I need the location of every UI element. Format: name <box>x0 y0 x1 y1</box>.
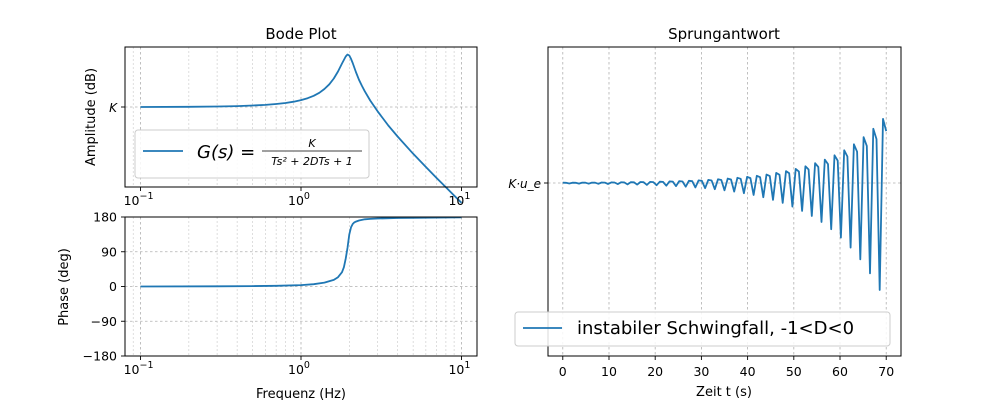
step-title: Sprungantwort <box>668 25 780 43</box>
step-grid <box>548 47 901 356</box>
amplitude-ylabel: Amplitude (dB) <box>84 68 99 166</box>
y-tick-label: −180 <box>83 349 117 364</box>
amplitude-legend: G(s) = K Ts² + 2DTs + 1 <box>134 129 370 179</box>
amplitude-title: Bode Plot <box>265 25 336 43</box>
step-legend: instabiler Schwingfall, -1<D<0 <box>514 311 891 347</box>
x-tick-label: 10 <box>601 364 617 379</box>
amplitude-legend-box <box>134 129 370 179</box>
amplitude-legend-numerator: K <box>308 137 316 150</box>
phase-xlabel: Frequenz (Hz) <box>256 387 346 400</box>
phase-ylabel: Phase (deg) <box>57 248 72 326</box>
x-tick-label: 50 <box>786 364 802 379</box>
step-x-ticks: 0 10 20 30 40 50 60 70 <box>559 356 894 379</box>
step-legend-box <box>514 311 891 347</box>
amplitude-line <box>140 53 463 204</box>
y-tick-label: −90 <box>91 314 117 329</box>
step-xlabel: Zeit t (s) <box>696 385 752 400</box>
x-tick-label: 0 <box>559 364 567 379</box>
step-line <box>562 118 888 291</box>
amplitude-legend-denominator: Ts² + 2DTs + 1 <box>271 155 353 168</box>
amplitude-series <box>140 53 463 204</box>
y-tick-label: 180 <box>93 210 117 225</box>
phase-series <box>140 216 462 288</box>
step-frame <box>547 46 902 357</box>
y-tick-label: 0 <box>109 279 117 294</box>
x-tick-label: 40 <box>740 364 756 379</box>
phase-x-ticks: 10−1 100 101 <box>124 356 470 377</box>
step-legend-label: instabiler Schwingfall, -1<D<0 <box>577 318 854 339</box>
amplitude-x-ticks: 10−1 100 101 <box>124 187 470 208</box>
x-tick-label: 60 <box>832 364 848 379</box>
y-tick-label: 90 <box>101 244 117 259</box>
x-tick-label: 30 <box>693 364 709 379</box>
phase-y-ticks: 180 90 0 −90 −180 <box>83 210 125 364</box>
step-axes: 0 10 20 30 40 50 60 70 Sprungantwort Zeit t (s)… <box>508 25 902 400</box>
phase-axes: 180 90 0 −90 −180 10−1 100 101 Phase (deg) Fre… <box>57 210 478 400</box>
amplitude-ytick-label: K <box>109 101 118 115</box>
step-ytick-label: K·u_e <box>508 177 541 191</box>
phase-line <box>140 216 462 288</box>
x-tick-label: 20 <box>647 364 663 379</box>
step-series <box>562 118 888 291</box>
x-tick-label: 70 <box>878 364 894 379</box>
amplitude-legend-prefix: G(s) = <box>197 142 255 163</box>
